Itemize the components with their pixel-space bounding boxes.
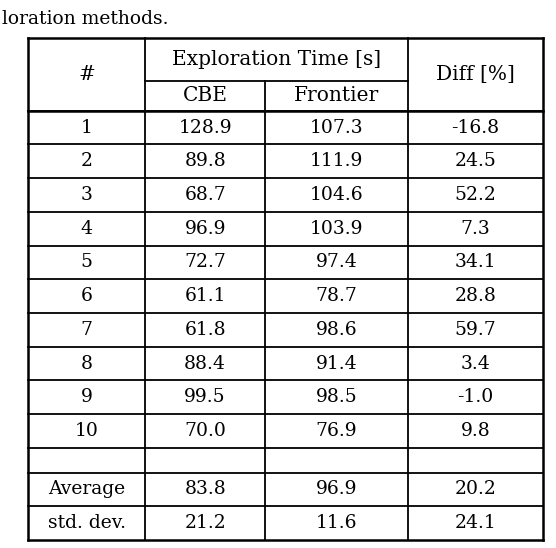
Text: 96.9: 96.9 <box>185 220 226 238</box>
Text: 7.3: 7.3 <box>461 220 490 238</box>
Text: 83.8: 83.8 <box>184 481 226 499</box>
Text: 91.4: 91.4 <box>316 355 358 373</box>
Text: 98.5: 98.5 <box>316 388 358 406</box>
Text: 61.8: 61.8 <box>185 321 226 339</box>
Text: 88.4: 88.4 <box>184 355 226 373</box>
Text: 4: 4 <box>81 220 93 238</box>
Text: CBE: CBE <box>183 86 227 105</box>
Text: 61.1: 61.1 <box>185 287 226 305</box>
Text: 98.6: 98.6 <box>316 321 358 339</box>
Text: 21.2: 21.2 <box>184 514 226 532</box>
Text: 6: 6 <box>81 287 93 305</box>
Text: Average: Average <box>48 481 125 499</box>
Text: 96.9: 96.9 <box>316 481 358 499</box>
Text: 5: 5 <box>81 253 93 271</box>
Text: 103.9: 103.9 <box>310 220 363 238</box>
Text: 28.8: 28.8 <box>455 287 497 305</box>
Text: 1: 1 <box>81 118 93 136</box>
Text: Exploration Time [s]: Exploration Time [s] <box>172 50 381 69</box>
Text: 3: 3 <box>81 186 93 204</box>
Text: 10: 10 <box>75 422 98 440</box>
Text: 11.6: 11.6 <box>316 514 358 532</box>
Text: 99.5: 99.5 <box>185 388 226 406</box>
Text: 107.3: 107.3 <box>310 118 363 136</box>
Text: 68.7: 68.7 <box>184 186 226 204</box>
Text: 9: 9 <box>81 388 93 406</box>
Text: 8: 8 <box>81 355 93 373</box>
Text: -1.0: -1.0 <box>458 388 494 406</box>
Text: #: # <box>78 65 95 84</box>
Text: 78.7: 78.7 <box>316 287 358 305</box>
Text: 24.5: 24.5 <box>455 152 497 170</box>
Text: 3.4: 3.4 <box>461 355 490 373</box>
Text: 128.9: 128.9 <box>178 118 232 136</box>
Text: 34.1: 34.1 <box>455 253 497 271</box>
Text: 97.4: 97.4 <box>316 253 358 271</box>
Text: 7: 7 <box>81 321 93 339</box>
Text: 72.7: 72.7 <box>184 253 226 271</box>
Text: Diff [%]: Diff [%] <box>436 65 515 84</box>
Text: 9.8: 9.8 <box>461 422 490 440</box>
Text: 52.2: 52.2 <box>455 186 497 204</box>
Text: 111.9: 111.9 <box>310 152 363 170</box>
Text: 24.1: 24.1 <box>455 514 497 532</box>
Text: 104.6: 104.6 <box>310 186 363 204</box>
Text: 2: 2 <box>81 152 93 170</box>
Text: 59.7: 59.7 <box>455 321 497 339</box>
Text: 20.2: 20.2 <box>455 481 497 499</box>
Text: loration methods.: loration methods. <box>2 10 168 28</box>
Text: 76.9: 76.9 <box>316 422 358 440</box>
Text: Frontier: Frontier <box>294 86 379 105</box>
Text: 70.0: 70.0 <box>184 422 226 440</box>
Text: 89.8: 89.8 <box>184 152 226 170</box>
Text: -16.8: -16.8 <box>451 118 500 136</box>
Text: std. dev.: std. dev. <box>48 514 126 532</box>
